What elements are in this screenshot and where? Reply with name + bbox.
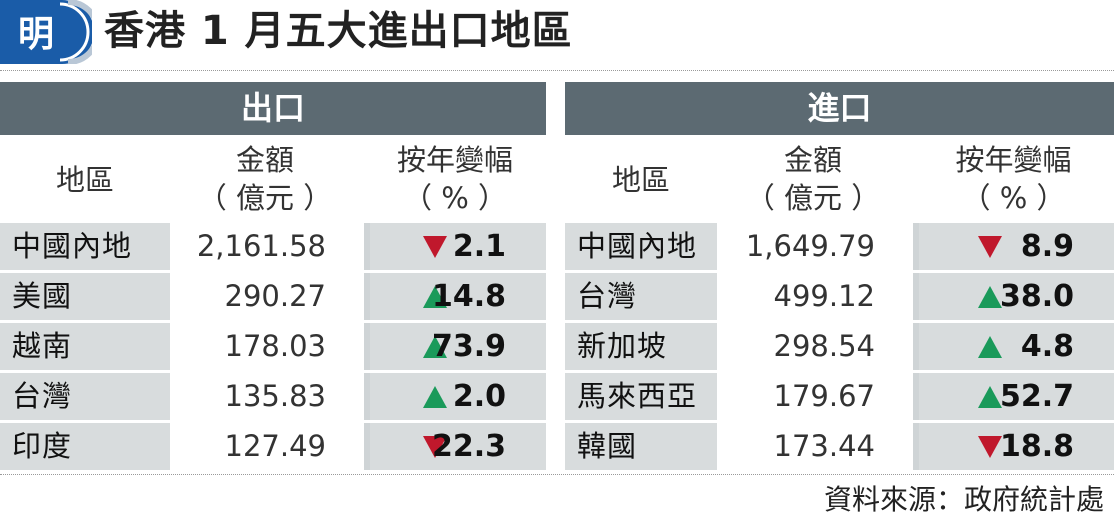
region-cell: 馬來西亞 [565,373,717,420]
change-value: 52.7 [999,379,1074,414]
change-value: 2.1 [452,229,506,264]
table-row: 韓國 173.44 18.8 [565,423,1114,470]
change-value: 18.8 [999,429,1074,464]
amount-cell: 298.54 [773,329,875,363]
change-value: 22.3 [431,429,506,464]
region-column-header: 地區 [565,135,717,223]
column-separator [913,423,919,470]
up-arrow-icon [423,386,447,408]
column-separator [364,373,370,420]
change-cell: 8.9 [919,223,1114,270]
change-value: 14.8 [431,279,506,314]
change-value: 8.9 [1020,229,1074,264]
change-cell: 22.3 [370,423,546,470]
region-cell: 越南 [0,323,170,370]
amount-cell: 1,649.79 [745,229,875,263]
table-row: 台灣 499.12 38.0 [565,273,1114,320]
table-row: 新加坡 298.54 4.8 [565,323,1114,370]
table-row: 越南 178.03 73.9 [0,323,546,370]
up-arrow-icon [978,286,1002,308]
column-separator [913,223,919,270]
table-row: 印度 127.49 22.3 [0,423,546,470]
logo-text: 明 [18,13,54,55]
change-cell: 4.8 [919,323,1114,370]
amount-header-label: 金額 [783,143,842,177]
change-cell: 14.8 [370,273,546,320]
down-arrow-icon [978,436,1002,458]
column-separator [364,423,370,470]
change-header-unit: （ % ） [403,181,507,215]
top-divider [0,70,1114,71]
change-cell: 73.9 [370,323,546,370]
table-row: 中國內地 1,649.79 8.9 [565,223,1114,270]
amount-header-label: 金額 [235,143,294,177]
region-cell: 美國 [0,273,170,320]
change-header-label: 按年變幅 [955,143,1072,177]
amount-cell: 127.49 [224,429,326,463]
change-value: 38.0 [999,279,1074,314]
change-value: 4.8 [1020,329,1074,364]
amount-cell: 178.03 [224,329,326,363]
amount-cell: 2,161.58 [196,229,326,263]
region-cell: 韓國 [565,423,717,470]
up-arrow-icon [978,386,1002,408]
amount-cell: 179.67 [773,379,875,413]
imports-heading: 進口 [565,82,1114,135]
change-cell: 52.7 [919,373,1114,420]
amount-cell: 499.12 [773,279,875,313]
up-arrow-icon [423,336,447,358]
ming-pao-logo: 明 [0,0,92,64]
column-separator [364,223,370,270]
header: 明 香港 1 月五大進出口地區 [0,0,1114,70]
down-arrow-icon [423,436,447,458]
table-row: 美國 290.27 14.8 [0,273,546,320]
region-header-label: 地區 [55,163,114,197]
down-arrow-icon [423,236,447,258]
change-column-header: 按年變幅 （ % ） [364,135,546,223]
region-cell: 中國內地 [565,223,717,270]
change-cell: 2.0 [370,373,546,420]
region-header-label: 地區 [611,163,670,197]
change-value: 73.9 [431,329,506,364]
change-column-header: 按年變幅 （ % ） [913,135,1114,223]
amount-cell: 290.27 [224,279,326,313]
amount-header-unit: （ 億元 ） [197,181,333,215]
change-value: 2.0 [452,379,506,414]
source-note: 資料來源：政府統計處 [823,483,1104,516]
up-arrow-icon [978,336,1002,358]
column-separator [913,323,919,370]
down-arrow-icon [978,236,1002,258]
region-cell: 台灣 [565,273,717,320]
column-separator [364,273,370,320]
table-row: 台灣 135.83 2.0 [0,373,546,420]
table-row: 中國內地 2,161.58 2.1 [0,223,546,270]
amount-cell: 173.44 [773,429,875,463]
page-title: 香港 1 月五大進出口地區 [104,8,573,54]
change-cell: 38.0 [919,273,1114,320]
region-cell: 新加坡 [565,323,717,370]
exports-panel: 出口 地區 金額 （ 億元 ） 按年變幅 （ % ） 中國內地 2,161.58 2… [0,82,546,470]
change-cell: 2.1 [370,223,546,270]
region-cell: 印度 [0,423,170,470]
change-cell: 18.8 [919,423,1114,470]
amount-cell: 135.83 [224,379,326,413]
imports-panel: 進口 地區 金額 （ 億元 ） 按年變幅 （ % ） 中國內地 1,649.79 8… [565,82,1114,470]
column-separator [364,323,370,370]
region-cell: 台灣 [0,373,170,420]
change-header-unit: （ % ） [961,181,1066,215]
up-arrow-icon [423,286,447,308]
region-cell: 中國內地 [0,223,170,270]
amount-header-unit: （ 億元 ） [745,181,881,215]
change-header-label: 按年變幅 [396,143,513,177]
column-separator [913,273,919,320]
exports-heading: 出口 [0,82,546,135]
region-column-header: 地區 [0,135,170,223]
table-row: 馬來西亞 179.67 52.7 [565,373,1114,420]
amount-column-header: 金額 （ 億元 ） [717,135,909,223]
bottom-divider [0,474,1114,475]
amount-column-header: 金額 （ 億元 ） [170,135,360,223]
column-separator [913,373,919,420]
